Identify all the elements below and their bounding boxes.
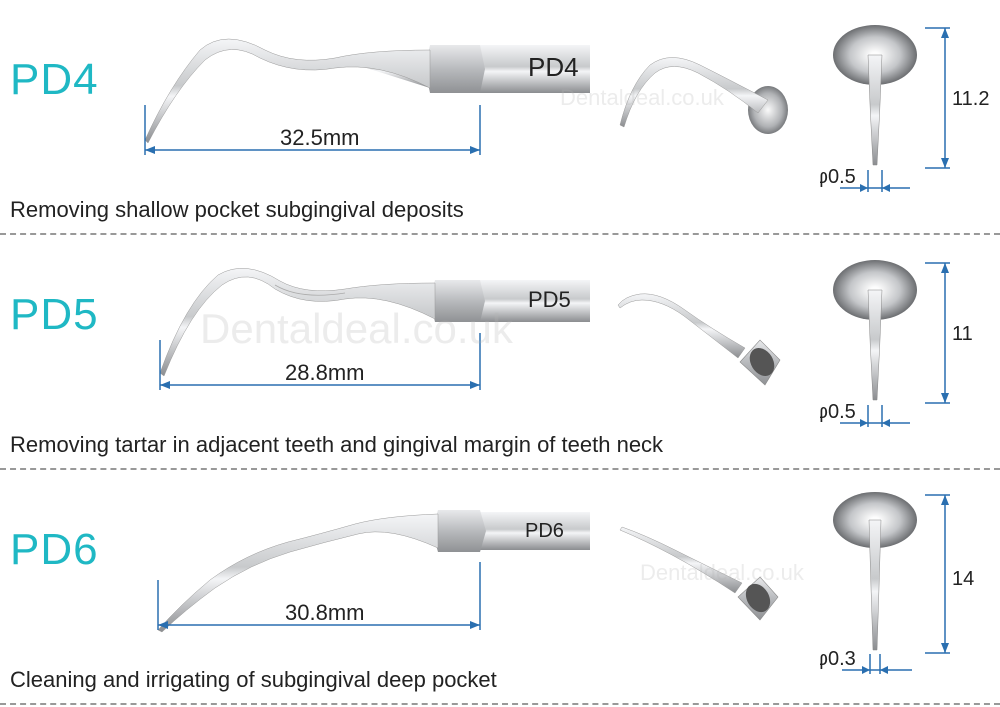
length-label: 30.8mm bbox=[285, 600, 364, 625]
side-view: PD6 30.8mm bbox=[130, 480, 590, 650]
front-view: 14 φ0.3 bbox=[820, 490, 990, 680]
model-label: PD6 bbox=[10, 525, 99, 575]
height-label: 11 bbox=[952, 323, 973, 345]
tip-label: PD5 bbox=[528, 287, 571, 312]
height-label: 14 bbox=[952, 568, 974, 590]
diameter-label: φ0.3 bbox=[820, 648, 856, 670]
description: Cleaning and irrigating of subgingival d… bbox=[10, 667, 497, 693]
description: Removing tartar in adjacent teeth and gi… bbox=[10, 432, 663, 458]
model-label: PD5 bbox=[10, 290, 99, 340]
description: Removing shallow pocket subgingival depo… bbox=[10, 197, 464, 223]
product-row-pd4: PD4 PD4 bbox=[0, 0, 1000, 235]
perspective-view bbox=[610, 505, 800, 635]
product-row-pd6: PD6 PD6 30.8mm 1 bbox=[0, 470, 1000, 705]
length-label: 28.8mm bbox=[285, 360, 364, 385]
front-view: 11 φ0.5 bbox=[820, 255, 990, 445]
diameter-label: φ0.5 bbox=[820, 166, 856, 188]
side-view: PD4 32.5mm bbox=[130, 10, 590, 180]
tip-label: PD4 bbox=[528, 52, 579, 82]
perspective-view bbox=[610, 35, 800, 165]
perspective-view bbox=[610, 270, 800, 400]
diameter-label: φ0.5 bbox=[820, 401, 856, 423]
side-view: PD5 28.8mm bbox=[130, 245, 590, 415]
length-label: 32.5mm bbox=[280, 125, 359, 150]
tip-label: PD6 bbox=[525, 520, 564, 542]
product-row-pd5: PD5 PD5 28.8mm bbox=[0, 235, 1000, 470]
height-label: 11.2 bbox=[952, 88, 989, 110]
front-view: 11.2 φ0.5 bbox=[820, 20, 990, 210]
model-label: PD4 bbox=[10, 55, 99, 105]
